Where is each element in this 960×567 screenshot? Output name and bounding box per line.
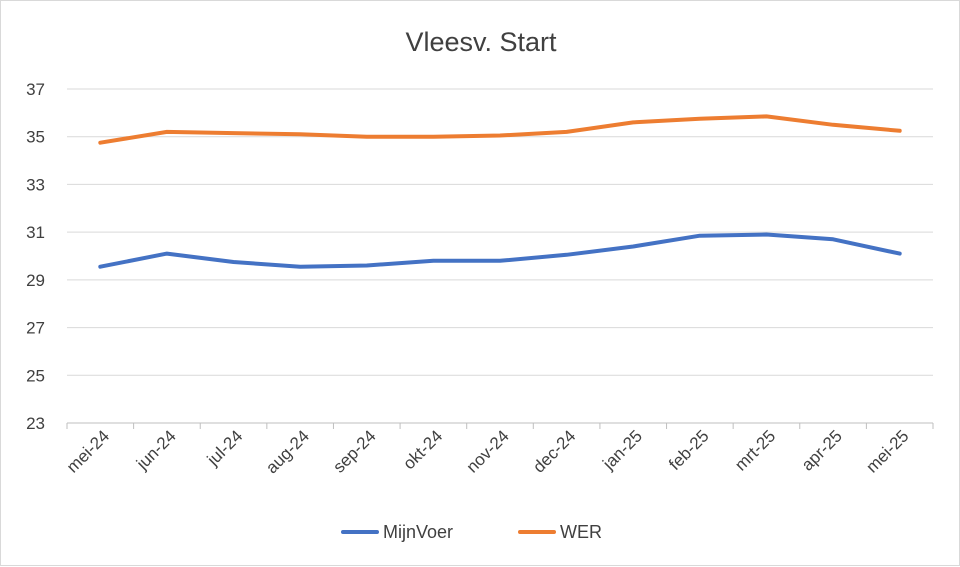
series-line-mijnvoer (100, 235, 899, 267)
x-tick-label: mei-25 (862, 426, 912, 476)
x-tick-label: okt-24 (399, 426, 446, 473)
x-tick-label: aug-24 (262, 426, 313, 477)
y-tick-label: 33 (26, 175, 45, 194)
y-tick-label: 27 (26, 319, 45, 338)
y-tick-label: 37 (26, 80, 45, 99)
x-tick-label: jan-25 (598, 426, 646, 474)
x-tick-label: mei-24 (63, 426, 113, 476)
legend: MijnVoer WER (343, 522, 602, 542)
y-axis: 23 25 27 29 31 33 35 37 (26, 80, 45, 433)
x-tick-label: feb-25 (665, 426, 713, 474)
x-tick-label: sep-24 (329, 426, 379, 476)
x-axis-labels: mei-24 jun-24 jul-24 aug-24 sep-24 okt-24 nov-… (63, 426, 913, 477)
y-tick-label: 29 (26, 271, 45, 290)
x-tick-label: mrt-25 (731, 426, 779, 474)
series-lines (100, 116, 899, 266)
x-tick-label: apr-25 (798, 426, 846, 474)
series-line-wer (100, 116, 899, 142)
y-tick-label: 23 (26, 414, 45, 433)
x-tick-label: jul-24 (203, 426, 247, 470)
y-tick-label: 35 (26, 128, 45, 147)
legend-label: MijnVoer (383, 522, 453, 542)
x-tick-label: dec-24 (529, 426, 579, 476)
x-tick-label: nov-24 (463, 426, 513, 476)
legend-label: WER (560, 522, 602, 542)
chart-title: Vleesv. Start (405, 27, 557, 57)
x-tick-label: jun-24 (132, 426, 180, 474)
y-tick-label: 31 (26, 223, 45, 242)
y-tick-label: 25 (26, 366, 45, 385)
